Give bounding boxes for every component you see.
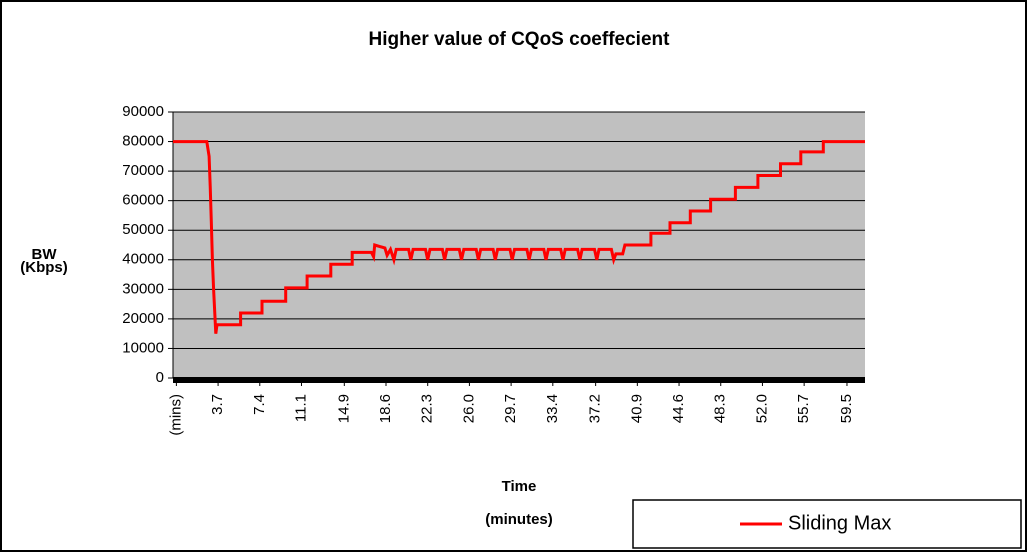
x-axis-label: (minutes) bbox=[485, 511, 553, 528]
x-tick-label: (mins) bbox=[167, 394, 184, 436]
y-tick-label: 90000 bbox=[122, 103, 164, 120]
legend bbox=[632, 499, 1022, 549]
y-axis-label: BW bbox=[32, 246, 58, 263]
x-axis-label: Time bbox=[502, 478, 537, 495]
chart-title: Higher value of CQoS coeffecient bbox=[369, 29, 671, 50]
y-tick-label: 80000 bbox=[122, 133, 164, 150]
x-tick-label: 40.9 bbox=[628, 394, 645, 423]
x-tick-label: 29.7 bbox=[502, 394, 519, 423]
x-tick-label: 11.1 bbox=[292, 394, 309, 422]
legend-label: Sliding Max bbox=[788, 512, 891, 534]
x-tick-label: 52.0 bbox=[753, 394, 770, 423]
x-tick-label: 26.0 bbox=[460, 394, 477, 423]
y-tick-label: 10000 bbox=[122, 339, 164, 356]
x-tick-label: 44.6 bbox=[670, 394, 687, 423]
y-tick-label: 50000 bbox=[122, 221, 164, 238]
x-tick-label: 33.4 bbox=[544, 394, 561, 423]
y-tick-label: 0 bbox=[156, 369, 164, 386]
y-tick-label: 40000 bbox=[122, 251, 164, 268]
line-series bbox=[173, 140, 865, 334]
y-tick-label: 60000 bbox=[122, 192, 164, 209]
x-tick-label: 3.7 bbox=[209, 394, 226, 415]
x-tick-label: 55.7 bbox=[795, 394, 812, 423]
x-tick-label: 48.3 bbox=[712, 394, 729, 423]
x-tick-label: 14.9 bbox=[335, 394, 352, 423]
y-axis-label: (Kbps) bbox=[20, 259, 68, 276]
x-tick-label: 22.3 bbox=[419, 394, 436, 423]
x-tick-label: 37.2 bbox=[587, 394, 604, 423]
y-tick-label: 70000 bbox=[122, 162, 164, 179]
x-tick-label: 7.4 bbox=[251, 394, 268, 415]
y-tick-label: 30000 bbox=[122, 280, 164, 297]
y-tick-label: 20000 bbox=[122, 310, 164, 327]
plot-area bbox=[173, 112, 865, 378]
x-tick-label: 18.6 bbox=[377, 394, 394, 423]
x-tick-label: 59.5 bbox=[838, 394, 855, 423]
